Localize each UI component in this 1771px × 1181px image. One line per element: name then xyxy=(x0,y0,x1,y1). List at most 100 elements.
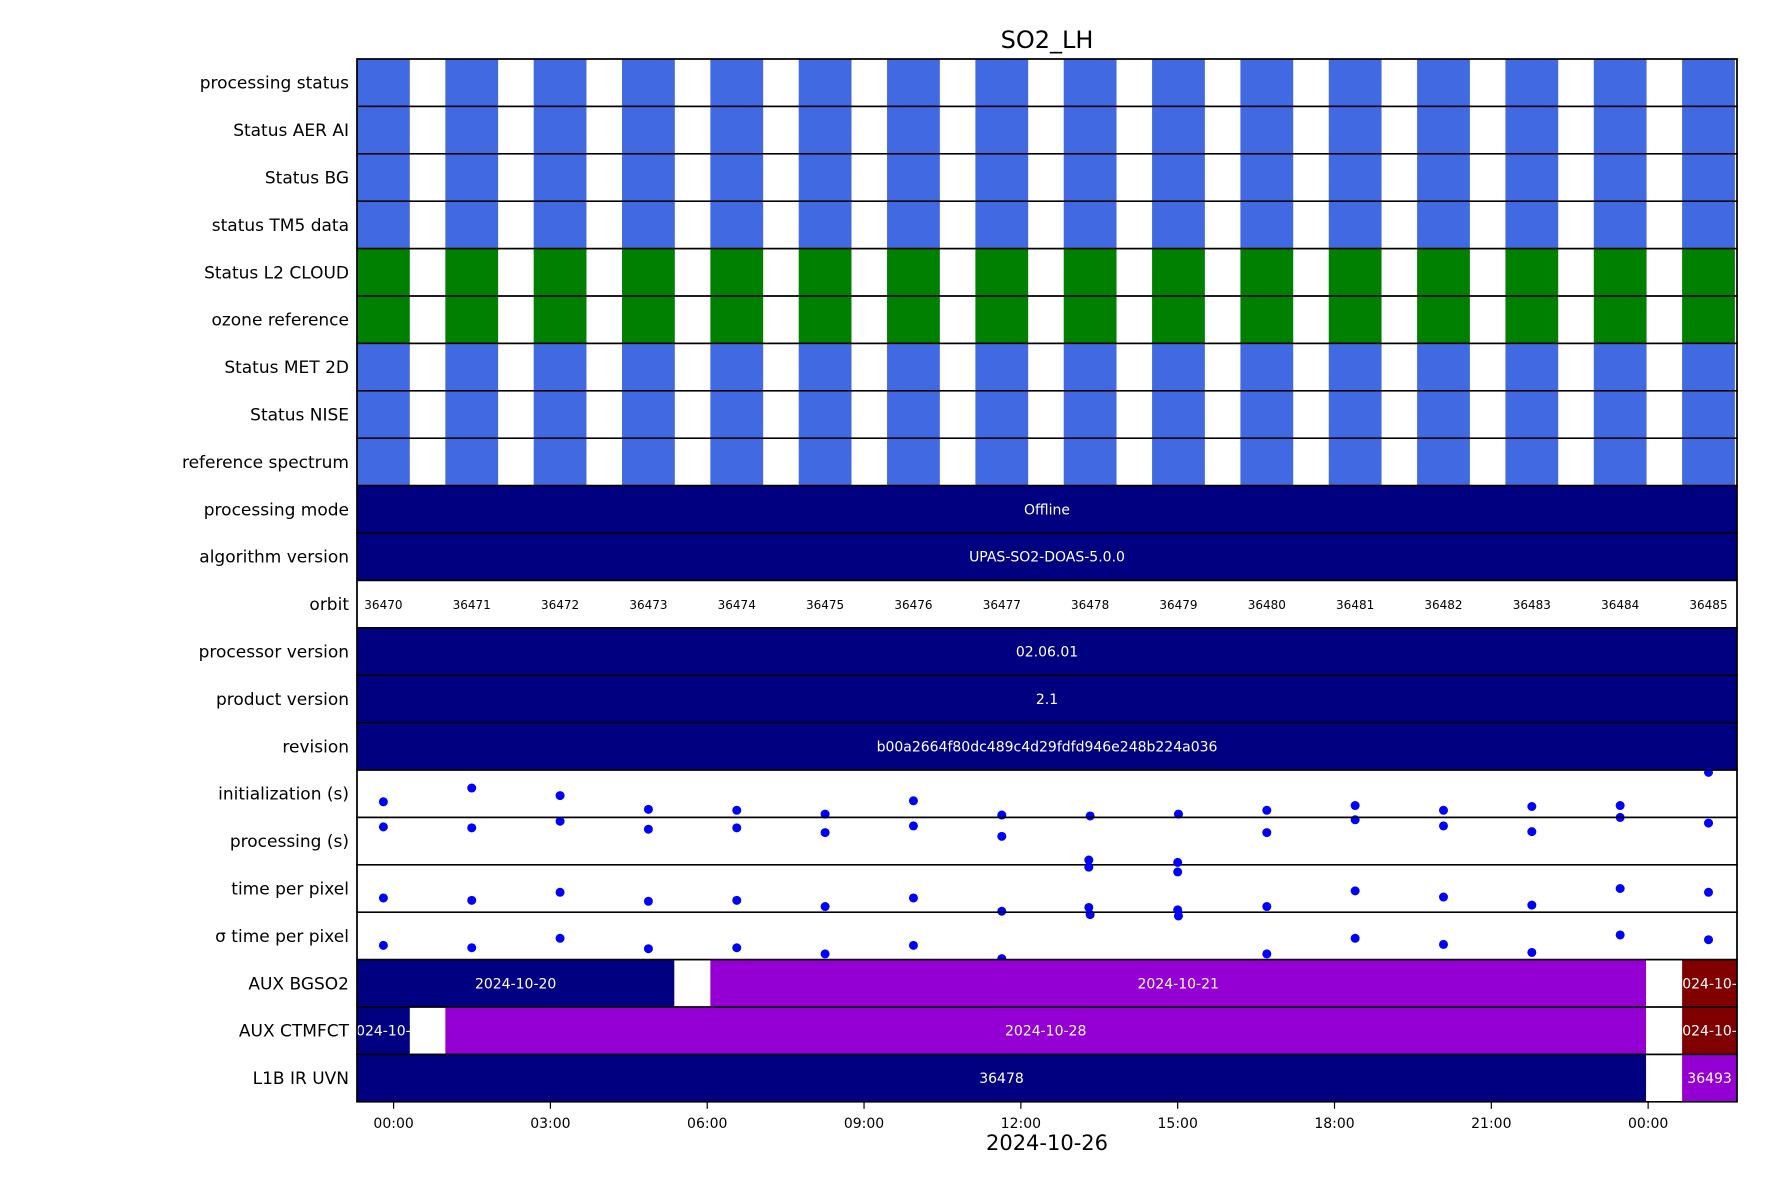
data-point xyxy=(1084,855,1094,865)
data-point xyxy=(1704,935,1714,945)
status-block-36485 xyxy=(1682,59,1735,107)
data-point xyxy=(555,887,565,897)
status-block-36478 xyxy=(1063,248,1117,296)
data-point xyxy=(555,816,565,826)
x-tick-label: 09:00 xyxy=(844,1116,884,1132)
row-label: Status AER AI xyxy=(233,121,349,141)
status-block-36475 xyxy=(798,390,852,439)
data-point xyxy=(1704,767,1714,777)
status-block-36472 xyxy=(533,438,587,486)
orbit-label: 36471 xyxy=(453,598,491,612)
aux-segment xyxy=(357,1054,1647,1102)
status-block-36470 xyxy=(357,106,410,154)
status-block-36476 xyxy=(887,390,940,439)
status-block-36474 xyxy=(710,343,764,391)
row-label: initialization (s) xyxy=(218,785,349,805)
data-point xyxy=(1704,818,1714,828)
status-block-36474 xyxy=(710,438,764,486)
status-block-36485 xyxy=(1682,438,1735,486)
data-point xyxy=(908,821,918,831)
status-block-36484 xyxy=(1593,343,1647,391)
status-block-36477 xyxy=(975,153,1029,202)
row-label: AUX CTMFCT xyxy=(239,1022,350,1042)
data-point xyxy=(1262,805,1272,815)
data-point xyxy=(1527,947,1537,957)
data-point xyxy=(1350,933,1360,943)
status-block-36470 xyxy=(357,248,410,296)
status-block-36476 xyxy=(887,343,940,391)
data-point xyxy=(1262,902,1272,912)
status-block-36479 xyxy=(1152,248,1205,296)
status-block-36475 xyxy=(798,296,852,344)
aux-segment-label: 2024-10-2 xyxy=(1673,976,1745,992)
data-point xyxy=(467,783,477,793)
status-block-36476 xyxy=(887,248,940,296)
status-block-36474 xyxy=(710,201,764,249)
status-block-36481 xyxy=(1328,438,1382,486)
status-block-36485 xyxy=(1682,343,1735,391)
status-block-36472 xyxy=(533,343,587,391)
status-block-36474 xyxy=(710,59,764,107)
status-block-36485 xyxy=(1682,296,1735,344)
x-tick-label: 12:00 xyxy=(1001,1116,1041,1132)
status-block-36478 xyxy=(1063,106,1117,154)
data-point xyxy=(643,824,653,834)
status-block-36471 xyxy=(445,390,499,439)
orbit-label: 36481 xyxy=(1336,598,1374,612)
data-point xyxy=(378,940,388,950)
status-block-36483 xyxy=(1505,201,1559,249)
status-block-36471 xyxy=(445,59,499,107)
status-block-36480 xyxy=(1240,106,1294,154)
orbit-label: 36482 xyxy=(1424,598,1462,612)
row-label: status TM5 data xyxy=(212,216,349,236)
aux-segment-label: 36493 xyxy=(1687,1071,1732,1087)
data-point xyxy=(1173,905,1183,915)
data-point xyxy=(732,805,742,815)
x-tick-label: 03:00 xyxy=(530,1116,570,1132)
data-point xyxy=(1262,949,1272,959)
plot-frame xyxy=(356,58,1738,1103)
orbit-label: 36483 xyxy=(1513,598,1551,612)
chart-title: SO2_LH xyxy=(1001,26,1094,54)
status-block-36482 xyxy=(1417,343,1470,391)
row-label: orbit xyxy=(309,595,349,615)
status-block-36472 xyxy=(533,153,587,202)
orbit-label: 36485 xyxy=(1689,598,1727,612)
status-block-36482 xyxy=(1417,59,1470,107)
status-block-36483 xyxy=(1505,106,1559,154)
status-block-36474 xyxy=(710,153,764,202)
status-block-36484 xyxy=(1593,59,1647,107)
status-block-36482 xyxy=(1417,201,1470,249)
value-bar xyxy=(357,485,1737,533)
status-block-36480 xyxy=(1240,248,1294,296)
aux-segment-label: 2024-10-28 xyxy=(1005,1024,1086,1040)
status-block-36471 xyxy=(445,106,499,154)
status-block-36484 xyxy=(1593,296,1647,344)
status-block-36483 xyxy=(1505,59,1559,107)
status-block-36484 xyxy=(1593,390,1647,439)
data-point xyxy=(997,906,1007,916)
status-block-36481 xyxy=(1328,59,1382,107)
aux-segment xyxy=(445,1007,1647,1055)
status-block-36485 xyxy=(1682,106,1735,154)
data-point xyxy=(908,796,918,806)
data-point xyxy=(1615,801,1625,811)
aux-segment xyxy=(1682,959,1737,1007)
status-block-36483 xyxy=(1505,438,1559,486)
status-block-36473 xyxy=(622,59,675,107)
aux-segment xyxy=(710,959,1647,1007)
data-point xyxy=(1173,867,1183,877)
status-block-36477 xyxy=(975,248,1029,296)
x-axis-label: 2024-10-26 xyxy=(986,1131,1108,1155)
row-label: revision xyxy=(282,737,349,757)
data-point xyxy=(1350,815,1360,825)
status-block-36475 xyxy=(798,201,852,249)
status-block-36480 xyxy=(1240,153,1294,202)
row-label: product version xyxy=(216,690,349,710)
orbit-label: 36480 xyxy=(1248,598,1286,612)
status-block-36472 xyxy=(533,59,587,107)
status-block-36481 xyxy=(1328,390,1382,439)
aux-segment xyxy=(1682,1007,1737,1055)
data-point xyxy=(467,895,477,905)
status-block-36471 xyxy=(445,153,499,202)
